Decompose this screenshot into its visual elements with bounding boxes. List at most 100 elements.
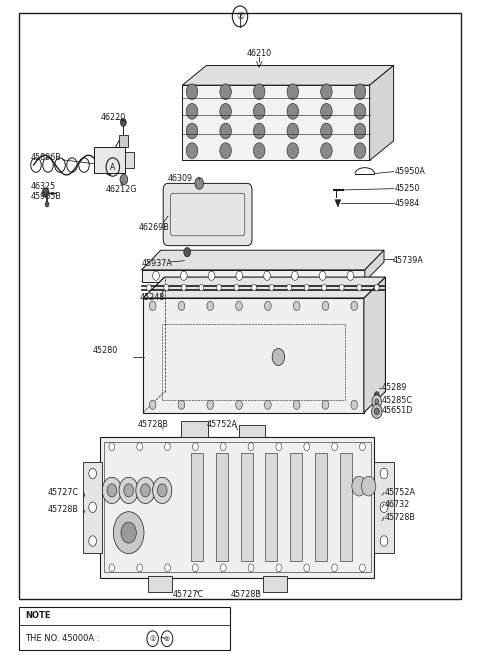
Circle shape bbox=[354, 143, 366, 159]
Circle shape bbox=[354, 123, 366, 139]
Bar bbox=[315, 453, 327, 561]
Circle shape bbox=[287, 284, 291, 291]
Bar bbox=[119, 135, 128, 147]
Text: 45950A: 45950A bbox=[395, 167, 425, 176]
Bar bbox=[265, 453, 277, 561]
Text: 45728B: 45728B bbox=[230, 590, 261, 599]
Circle shape bbox=[120, 174, 128, 185]
Circle shape bbox=[304, 443, 310, 451]
Circle shape bbox=[137, 564, 143, 572]
Circle shape bbox=[322, 284, 326, 291]
Polygon shape bbox=[182, 85, 370, 160]
Circle shape bbox=[184, 248, 191, 257]
Circle shape bbox=[304, 564, 310, 572]
Text: 45752A: 45752A bbox=[385, 488, 416, 497]
Text: 45937A: 45937A bbox=[142, 259, 172, 268]
Circle shape bbox=[276, 564, 282, 572]
Circle shape bbox=[321, 143, 332, 159]
Circle shape bbox=[321, 123, 332, 139]
Circle shape bbox=[186, 103, 198, 119]
Circle shape bbox=[153, 477, 172, 504]
Circle shape bbox=[380, 536, 388, 546]
Circle shape bbox=[319, 271, 326, 280]
Bar bbox=[240, 453, 252, 561]
Circle shape bbox=[186, 143, 198, 159]
Circle shape bbox=[253, 103, 265, 119]
Circle shape bbox=[322, 301, 329, 310]
Bar bbox=[148, 576, 172, 592]
Circle shape bbox=[89, 468, 96, 479]
Text: ②: ② bbox=[236, 12, 244, 21]
Polygon shape bbox=[142, 270, 365, 282]
Text: 45651D: 45651D bbox=[382, 406, 413, 415]
Circle shape bbox=[119, 477, 138, 504]
Polygon shape bbox=[143, 298, 364, 413]
Circle shape bbox=[208, 271, 215, 280]
Circle shape bbox=[293, 400, 300, 409]
Text: 45752A: 45752A bbox=[206, 420, 238, 429]
Bar bbox=[263, 576, 287, 592]
Text: 45728B: 45728B bbox=[385, 513, 416, 522]
Text: 45727C: 45727C bbox=[48, 488, 79, 497]
Circle shape bbox=[220, 123, 231, 139]
Circle shape bbox=[304, 284, 309, 291]
Bar bbox=[19, 607, 230, 650]
Text: 45280: 45280 bbox=[92, 346, 118, 355]
Circle shape bbox=[253, 84, 265, 100]
Circle shape bbox=[89, 536, 96, 546]
Circle shape bbox=[264, 271, 270, 280]
Circle shape bbox=[322, 400, 329, 409]
FancyBboxPatch shape bbox=[163, 183, 252, 246]
Bar bbox=[191, 453, 203, 561]
Text: 46269B: 46269B bbox=[138, 223, 169, 232]
Polygon shape bbox=[143, 277, 385, 298]
Circle shape bbox=[360, 564, 365, 572]
Circle shape bbox=[380, 468, 388, 479]
Text: ②: ② bbox=[164, 636, 170, 642]
Circle shape bbox=[287, 123, 299, 139]
Circle shape bbox=[351, 301, 358, 310]
Circle shape bbox=[113, 512, 144, 553]
Circle shape bbox=[120, 119, 126, 126]
Circle shape bbox=[216, 284, 221, 291]
Polygon shape bbox=[142, 250, 384, 270]
Circle shape bbox=[321, 84, 332, 100]
Text: 46220: 46220 bbox=[101, 113, 126, 122]
Circle shape bbox=[199, 284, 204, 291]
Text: A: A bbox=[110, 162, 115, 172]
Circle shape bbox=[146, 284, 151, 291]
Polygon shape bbox=[365, 250, 384, 282]
Circle shape bbox=[207, 400, 214, 409]
Circle shape bbox=[272, 348, 285, 365]
Text: 45896B: 45896B bbox=[30, 153, 61, 162]
Circle shape bbox=[186, 84, 198, 100]
Polygon shape bbox=[335, 200, 341, 207]
Circle shape bbox=[332, 443, 337, 451]
Bar bbox=[104, 442, 371, 572]
Circle shape bbox=[180, 271, 187, 280]
Circle shape bbox=[374, 408, 379, 415]
Circle shape bbox=[124, 484, 133, 497]
Circle shape bbox=[354, 84, 366, 100]
Circle shape bbox=[360, 443, 365, 451]
Circle shape bbox=[375, 399, 379, 404]
Circle shape bbox=[372, 404, 382, 419]
Circle shape bbox=[234, 284, 239, 291]
Circle shape bbox=[248, 564, 254, 572]
Bar bbox=[239, 425, 265, 437]
Circle shape bbox=[269, 284, 274, 291]
Circle shape bbox=[192, 564, 198, 572]
Circle shape bbox=[347, 271, 354, 280]
Circle shape bbox=[220, 103, 231, 119]
Circle shape bbox=[287, 84, 299, 100]
Text: 45728B: 45728B bbox=[138, 420, 168, 429]
Text: 46212G: 46212G bbox=[106, 185, 137, 195]
Text: ①: ① bbox=[149, 636, 156, 642]
Bar bbox=[340, 453, 352, 561]
Bar bbox=[162, 324, 345, 400]
Polygon shape bbox=[370, 66, 394, 160]
Circle shape bbox=[380, 502, 388, 512]
Text: 46325: 46325 bbox=[30, 182, 56, 191]
Circle shape bbox=[293, 301, 300, 310]
Circle shape bbox=[195, 178, 204, 189]
